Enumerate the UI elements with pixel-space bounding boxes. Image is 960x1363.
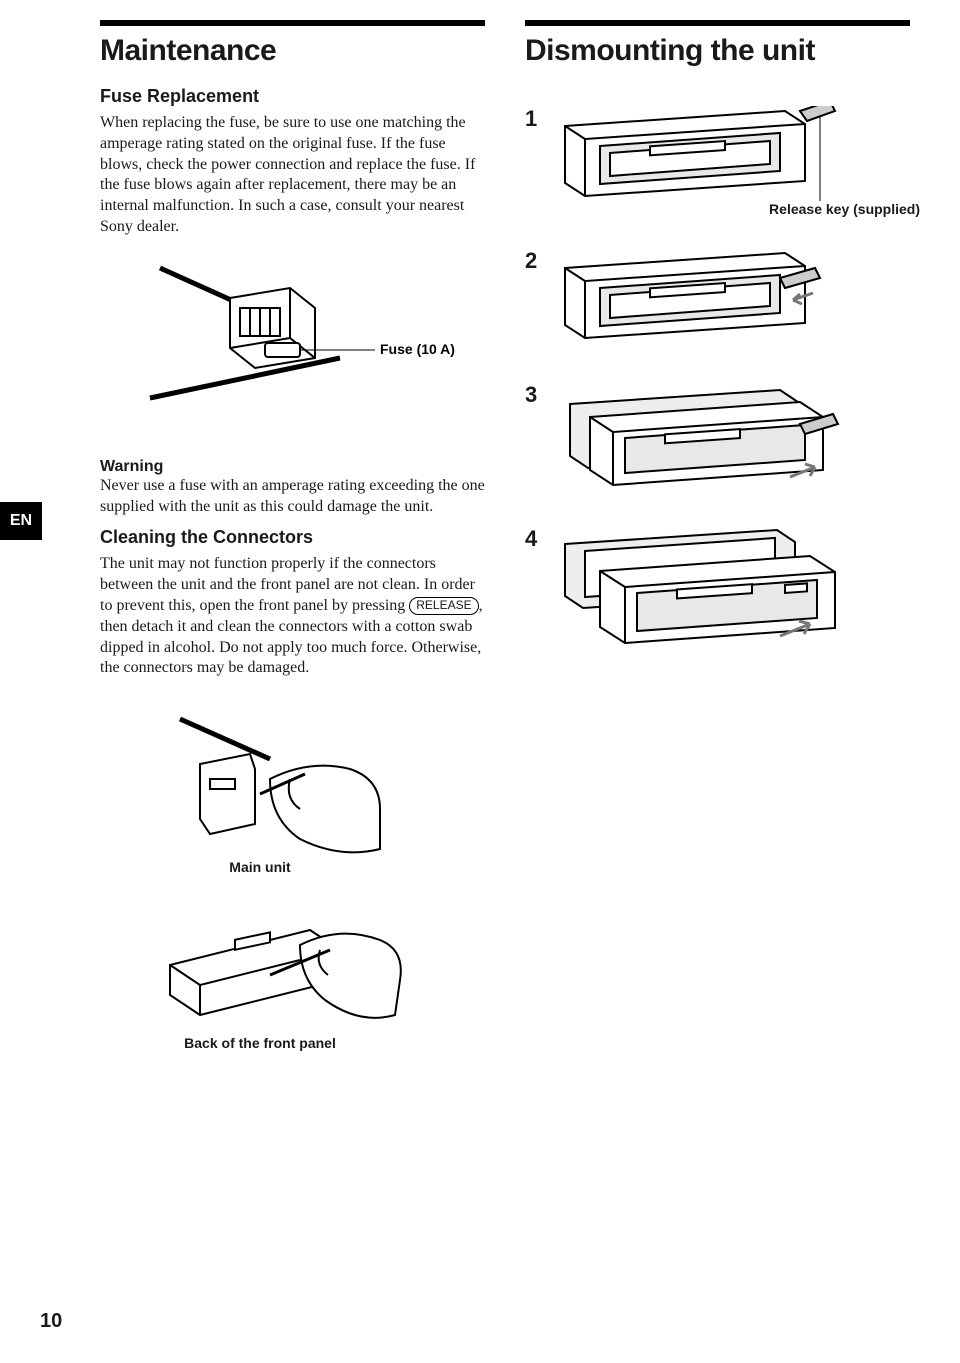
right-column: Dismounting the unit 1 bbox=[515, 20, 920, 1061]
cleaning-connectors-title: Cleaning the Connectors bbox=[100, 527, 485, 548]
release-button-label: RELEASE bbox=[409, 597, 478, 615]
dismount-step4-icon bbox=[555, 526, 875, 656]
dismount-step3-icon bbox=[555, 382, 875, 502]
step-number: 4 bbox=[525, 526, 555, 552]
cleaning-connectors-body: The unit may not function properly if th… bbox=[100, 554, 485, 679]
step-number: 3 bbox=[525, 382, 555, 408]
dismount-step1-icon bbox=[555, 106, 875, 216]
left-gutter: EN bbox=[40, 20, 90, 1061]
fuse-replacement-body: When replacing the fuse, be sure to use … bbox=[100, 113, 485, 238]
dismount-step-1: 1 Release key (supplied) bbox=[525, 106, 910, 216]
step-number: 2 bbox=[525, 248, 555, 274]
maintenance-heading: Maintenance bbox=[100, 34, 485, 68]
main-unit-icon bbox=[140, 709, 420, 859]
dismounting-heading: Dismounting the unit bbox=[525, 34, 910, 68]
page-number: 10 bbox=[40, 1310, 62, 1333]
fuse-figure: Fuse (10 A) bbox=[140, 258, 485, 418]
dismount-step-2: 2 bbox=[525, 248, 910, 358]
heading-rule bbox=[100, 20, 485, 26]
dismount-step2-icon bbox=[555, 248, 875, 358]
fuse-diagram-icon: Fuse (10 A) bbox=[140, 258, 480, 418]
dismount-step-4: 4 bbox=[525, 526, 910, 656]
release-key-callout: Release key (supplied) bbox=[750, 201, 920, 217]
fuse-replacement-title: Fuse Replacement bbox=[100, 86, 485, 107]
warning-body: Never use a fuse with an amperage rating… bbox=[100, 476, 485, 518]
fuse-callout-label: Fuse (10 A) bbox=[380, 341, 455, 357]
dismount-step-3: 3 bbox=[525, 382, 910, 502]
page-content: EN Maintenance Fuse Replacement When rep… bbox=[0, 20, 960, 1061]
back-panel-figure: Back of the front panel bbox=[100, 905, 485, 1051]
heading-rule-right bbox=[525, 20, 910, 26]
step-number: 1 bbox=[525, 106, 555, 132]
main-unit-caption: Main unit bbox=[160, 859, 360, 875]
left-column: Maintenance Fuse Replacement When replac… bbox=[90, 20, 515, 1061]
back-panel-caption: Back of the front panel bbox=[140, 1035, 380, 1051]
language-tab: EN bbox=[0, 502, 42, 540]
back-panel-icon bbox=[140, 905, 420, 1035]
main-unit-figure: Main unit bbox=[100, 709, 485, 875]
warning-label: Warning bbox=[100, 458, 485, 476]
